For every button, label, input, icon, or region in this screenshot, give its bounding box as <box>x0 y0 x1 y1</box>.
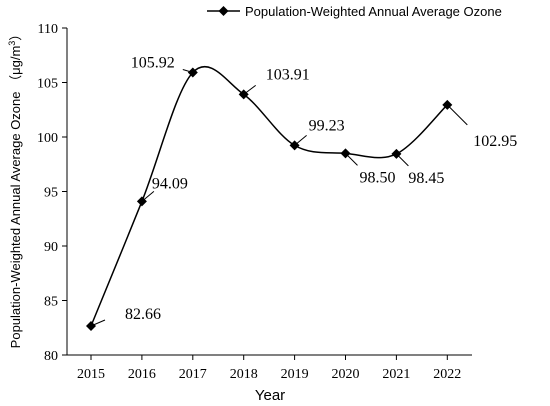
x-tick-label-2021: 2021 <box>382 367 410 382</box>
data-labels: 82.66 94.09 105.92 103.91 99.23 98.50 98.45 102… <box>125 54 517 323</box>
y-axis-title-main: Population-Weighted Annual Average Ozone <box>8 92 23 349</box>
data-label-2022: 102.95 <box>473 133 517 150</box>
label-leaders <box>90 68 468 327</box>
y-axis-title-close-paren: ） <box>8 28 23 41</box>
marker-2020 <box>340 148 351 159</box>
y-tick-label-90: 90 <box>44 240 58 255</box>
data-label-2016: 94.09 <box>152 175 188 192</box>
data-label-2019: 99.23 <box>309 117 345 134</box>
series-line <box>90 65 448 327</box>
marker-2022 <box>442 99 453 110</box>
y-tick-label-85: 85 <box>44 295 58 310</box>
marker-2017 <box>187 67 198 78</box>
x-tick-label-2019: 2019 <box>281 367 309 382</box>
x-tick-label-2017: 2017 <box>179 367 207 382</box>
x-tick-label-2020: 2020 <box>332 367 360 382</box>
data-label-2017: 105.92 <box>131 54 175 71</box>
marker-2016 <box>136 196 147 207</box>
y-tick-label-80: 80 <box>44 349 58 364</box>
y-axis-title: Population-Weighted Annual Average Ozone… <box>7 28 23 349</box>
y-ticks: 80 85 90 95 100 105 110 <box>37 22 67 364</box>
legend-label: Population-Weighted Annual Average Ozone <box>245 4 502 19</box>
x-ticks: 2015 2016 2017 2018 2019 2020 2021 2022 <box>77 355 461 382</box>
data-label-2021: 98.45 <box>408 170 444 187</box>
y-axis-title-unit-sup: 3 <box>7 41 17 46</box>
marker-2018 <box>238 89 249 100</box>
y-tick-label-105: 105 <box>37 77 58 92</box>
data-label-2020: 98.50 <box>360 169 396 186</box>
data-label-2015: 82.66 <box>125 306 161 323</box>
y-tick-label-95: 95 <box>44 186 58 201</box>
marker-2019 <box>289 140 300 151</box>
markers <box>86 67 453 332</box>
x-tick-label-2022: 2022 <box>433 367 461 382</box>
y-axis-title-unit: μg/m <box>8 46 23 75</box>
y-tick-label-100: 100 <box>37 131 58 146</box>
x-tick-label-2015: 2015 <box>77 367 105 382</box>
x-tick-label-2016: 2016 <box>128 367 156 382</box>
legend-marker <box>218 6 229 16</box>
y-axis-title-open-paren: （ <box>8 75 23 88</box>
x-tick-label-2018: 2018 <box>230 367 258 382</box>
y-tick-label-110: 110 <box>38 22 58 37</box>
x-axis-title: Year <box>255 387 285 404</box>
marker-2021 <box>391 148 402 159</box>
legend: Population-Weighted Annual Average Ozone <box>207 4 502 19</box>
data-label-2018: 103.91 <box>266 66 310 83</box>
marker-2015 <box>86 321 96 332</box>
leader-2022 <box>446 104 468 126</box>
